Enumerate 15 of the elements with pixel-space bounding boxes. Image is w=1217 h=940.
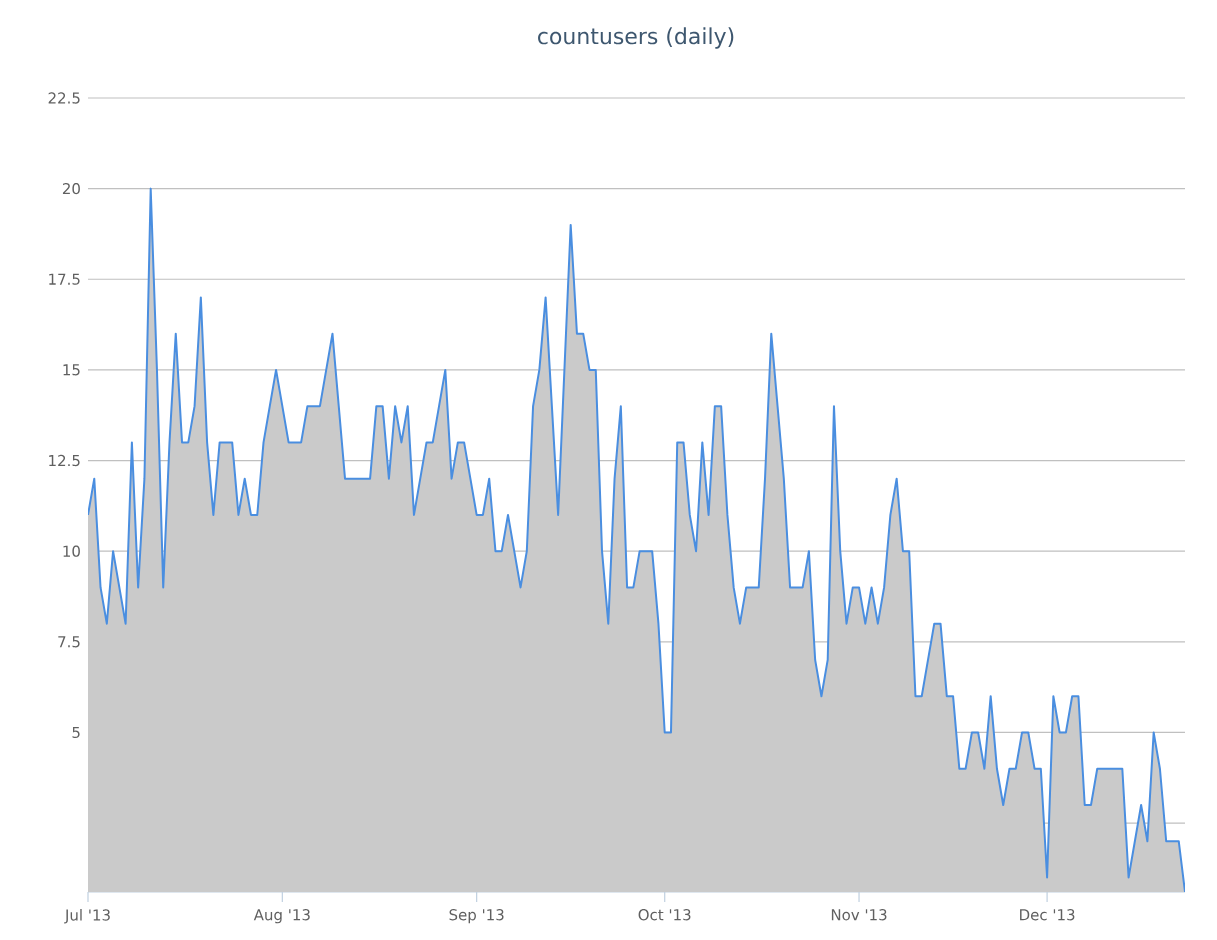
chart-title: countusers (daily) [538,27,734,49]
y-tick-label: 22.5 [48,92,80,104]
y-tick-label: 17.5 [49,273,80,285]
y-tick-label: 5 [72,726,80,739]
y-tick-label: 12.5 [49,454,80,467]
x-tick-label: Dec '13 [1020,909,1075,921]
y-tick-label: 15 [63,364,80,376]
y-tick-label: 10 [63,545,80,557]
x-tick-label: Nov '13 [831,909,887,921]
x-tick-label: Jul '13 [64,909,110,924]
y-tick-label: 7.5 [58,636,80,648]
x-tick-label: Aug '13 [253,909,310,924]
x-tick-label: Oct '13 [638,909,691,921]
x-tick-label: Sep '13 [449,909,504,924]
y-tick-label: 20 [62,182,80,195]
